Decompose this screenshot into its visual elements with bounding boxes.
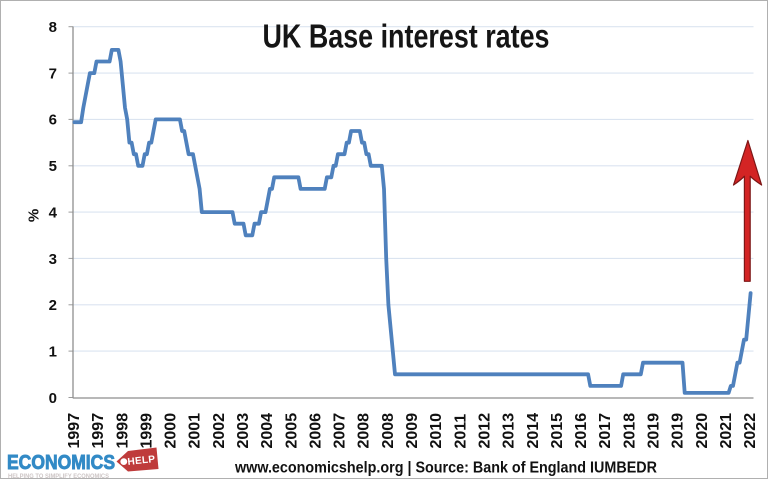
svg-text:2020: 2020 <box>694 413 711 449</box>
svg-text:1997: 1997 <box>66 413 83 449</box>
svg-text:2016: 2016 <box>573 413 590 449</box>
svg-text:2009: 2009 <box>404 413 421 449</box>
svg-text:2002: 2002 <box>211 413 228 449</box>
svg-text:1997: 1997 <box>90 413 107 449</box>
svg-text:2: 2 <box>49 297 57 314</box>
svg-text:ECONOMICS: ECONOMICS <box>7 452 115 474</box>
svg-text:0: 0 <box>49 390 57 407</box>
svg-text:3: 3 <box>49 251 57 268</box>
svg-text:6: 6 <box>49 112 57 129</box>
svg-text:2022: 2022 <box>742 413 759 449</box>
svg-text:2006: 2006 <box>307 413 324 449</box>
svg-text:5: 5 <box>49 158 57 175</box>
svg-text:2001: 2001 <box>187 413 204 449</box>
svg-text:2010: 2010 <box>428 413 445 449</box>
svg-text:HELP: HELP <box>127 454 156 468</box>
svg-text:2004: 2004 <box>259 413 276 449</box>
svg-text:2011: 2011 <box>452 414 469 449</box>
svg-text:2008: 2008 <box>380 413 397 449</box>
svg-text:2015: 2015 <box>549 413 566 449</box>
svg-text:2019: 2019 <box>670 413 687 449</box>
svg-text:7: 7 <box>49 65 57 82</box>
svg-text:2007: 2007 <box>332 413 349 449</box>
svg-text:2005: 2005 <box>283 413 300 449</box>
svg-text:2019: 2019 <box>646 413 663 449</box>
svg-text:UK Base interest rates: UK Base interest rates <box>263 18 550 55</box>
svg-text:1998: 1998 <box>114 413 131 449</box>
svg-text:2003: 2003 <box>235 413 252 449</box>
svg-text:%: % <box>26 209 43 222</box>
svg-text:2014: 2014 <box>525 413 542 449</box>
svg-text:2018: 2018 <box>621 413 638 449</box>
svg-text:2021: 2021 <box>718 413 735 449</box>
svg-text:2000: 2000 <box>163 413 180 449</box>
svg-text:8: 8 <box>49 19 57 36</box>
svg-text:HELPING TO SIMPLIFY ECONOMICS: HELPING TO SIMPLIFY ECONOMICS <box>8 473 110 479</box>
svg-text:1: 1 <box>49 343 57 360</box>
svg-text:4: 4 <box>49 204 58 221</box>
svg-text:www.economicshelp.org | Source: www.economicshelp.org | Source: Bank of … <box>234 460 657 477</box>
svg-text:2012: 2012 <box>477 413 494 449</box>
svg-text:2008: 2008 <box>356 413 373 449</box>
svg-text:2013: 2013 <box>501 413 518 449</box>
svg-text:2017: 2017 <box>597 413 614 449</box>
svg-text:1999: 1999 <box>138 413 155 449</box>
